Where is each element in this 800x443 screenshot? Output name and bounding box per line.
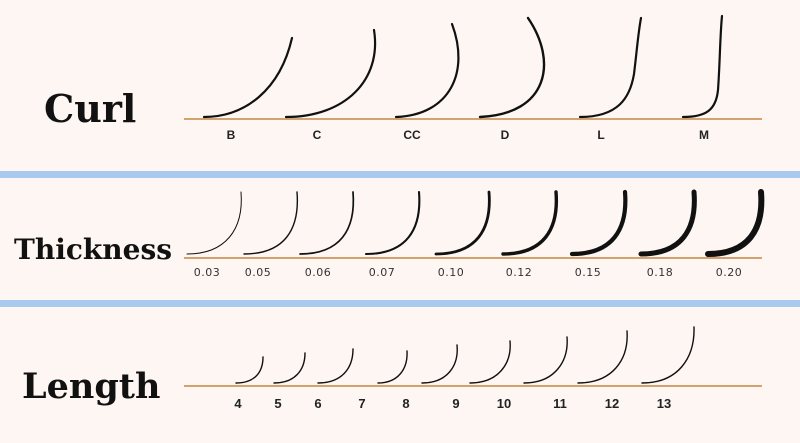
lash-thickness-015-icon: [569, 189, 628, 257]
lash-length-5-icon: [273, 352, 306, 384]
length-lashes: [235, 326, 695, 384]
thickness-label-015: 0.15: [574, 266, 602, 279]
thickness-section: Thickness 0.03 0.05 0.06 0.07 0.10 0.12 …: [0, 178, 800, 300]
lash-length-9-icon: [469, 340, 511, 384]
thickness-label-018: 0.18: [646, 266, 674, 279]
lash-curl-c-icon: [284, 28, 377, 119]
thickness-lashes: [186, 189, 765, 257]
lash-curl-m-icon: [681, 14, 724, 119]
curl-title: Curl: [44, 86, 137, 131]
lash-length-12-icon: [641, 326, 695, 384]
lash-thickness-020-icon: [705, 189, 765, 257]
length-label-7: 7: [358, 396, 366, 411]
thickness-title: Thickness: [14, 233, 172, 266]
length-label-8: 8: [402, 396, 410, 411]
lash-thickness-007-icon: [364, 190, 421, 256]
thickness-label-003: 0.03: [193, 266, 221, 279]
length-label-9: 9: [452, 396, 460, 411]
length-label-12: 12: [604, 396, 620, 411]
length-label-6: 6: [314, 396, 322, 411]
lash-length-7-icon: [377, 350, 408, 384]
curl-label-d: D: [500, 128, 510, 142]
section-divider: [0, 300, 800, 307]
curl-baseline: [184, 118, 762, 120]
lash-curl-b-icon: [202, 36, 294, 119]
lash-curl-d-icon: [478, 16, 546, 119]
thickness-label-007: 0.07: [368, 266, 396, 279]
lash-length-10-icon: [523, 336, 568, 384]
curl-label-l: L: [597, 128, 605, 142]
curl-label-cc: CC: [403, 128, 421, 142]
lash-curl-l-icon: [578, 16, 643, 119]
curl-label-b: B: [226, 128, 236, 142]
lash-curl-cc-icon: [394, 22, 460, 119]
lash-thickness-018-icon: [638, 189, 697, 257]
length-section: Length 4 5 6 7 8 9 10 11 12 13: [0, 307, 800, 443]
curl-label-m: M: [699, 128, 709, 142]
thickness-label-020: 0.20: [715, 266, 743, 279]
lash-thickness-005-icon: [243, 191, 299, 255]
curl-label-c: C: [312, 128, 322, 142]
length-label-4: 4: [234, 396, 242, 411]
lash-thickness-010-icon: [434, 190, 491, 256]
thickness-label-006: 0.06: [304, 266, 332, 279]
section-divider: [0, 171, 800, 178]
lash-thickness-012-icon: [501, 190, 559, 256]
lash-length-8-icon: [421, 344, 458, 384]
curl-lashes: [202, 14, 724, 119]
lash-length-4-icon: [235, 356, 264, 384]
lash-length-6-icon: [317, 348, 354, 384]
thickness-baseline: [184, 257, 762, 259]
thickness-label-010: 0.10: [437, 266, 465, 279]
thickness-label-012: 0.12: [505, 266, 533, 279]
length-label-13: 13: [656, 396, 672, 411]
lash-thickness-006-icon: [299, 191, 355, 255]
lash-thickness-003-icon: [186, 191, 242, 255]
length-label-11: 11: [553, 396, 567, 411]
curl-section: Curl B C CC D L M: [0, 0, 800, 171]
length-baseline: [184, 385, 762, 387]
length-label-5: 5: [274, 396, 282, 411]
thickness-label-005: 0.05: [244, 266, 272, 279]
lash-length-11-icon: [577, 330, 628, 384]
length-title: Length: [22, 366, 161, 407]
length-label-10: 10: [496, 396, 512, 411]
